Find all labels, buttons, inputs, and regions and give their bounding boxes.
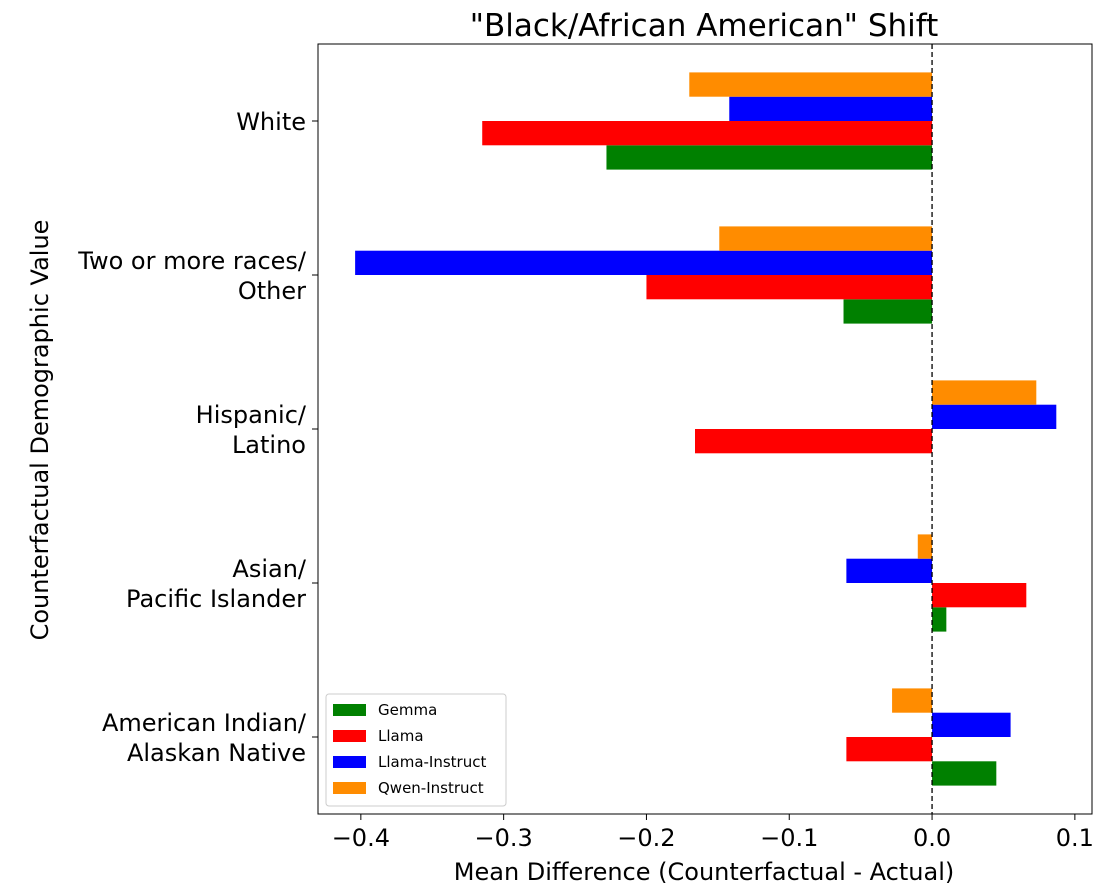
y-tick-label: Two or more races/ bbox=[77, 247, 307, 275]
bar-gemma-4 bbox=[932, 761, 997, 786]
y-tick-label: Alaskan Native bbox=[127, 739, 306, 767]
legend-label-qwen-instruct: Qwen-Instruct bbox=[378, 779, 484, 797]
legend-swatch-llama bbox=[333, 730, 366, 742]
bar-qwen-instruct-3 bbox=[917, 534, 933, 559]
y-tick-label: Hispanic/ bbox=[196, 401, 307, 429]
legend-label-llama: Llama bbox=[378, 727, 424, 745]
bar-llama-instruct-2 bbox=[932, 404, 1057, 429]
y-tick-label: White bbox=[236, 108, 306, 136]
legend-swatch-qwen-instruct bbox=[333, 782, 366, 794]
bar-llama-3 bbox=[932, 583, 1027, 608]
x-tick-label: −0.2 bbox=[617, 824, 675, 852]
x-tick-label: −0.3 bbox=[475, 824, 533, 852]
y-tick-label: Latino bbox=[232, 431, 306, 459]
bar-llama-instruct-1 bbox=[355, 250, 933, 275]
legend-swatch-llama-instruct bbox=[333, 756, 366, 768]
bar-gemma-1 bbox=[843, 299, 933, 324]
legend: Gemma Llama Llama-Instruct Qwen-Instruct bbox=[325, 693, 507, 807]
y-tick-label: American Indian/ bbox=[102, 709, 307, 737]
bar-llama-instruct-4 bbox=[932, 712, 1011, 737]
y-axis-label: Counterfactual Demographic Value bbox=[26, 220, 54, 641]
chart-title: "Black/African American" Shift bbox=[470, 8, 939, 44]
y-tick-label: Other bbox=[238, 277, 306, 305]
bar-llama-4 bbox=[846, 737, 933, 762]
bar-gemma-3 bbox=[932, 607, 947, 632]
bar-llama-1 bbox=[646, 275, 933, 300]
bar-qwen-instruct-0 bbox=[689, 72, 933, 97]
bar-qwen-instruct-2 bbox=[932, 380, 1037, 405]
bar-gemma-0 bbox=[606, 145, 933, 170]
bar-llama-0 bbox=[482, 121, 933, 146]
bar-llama-2 bbox=[695, 429, 933, 454]
bars-group bbox=[355, 72, 1057, 786]
x-tick-label: 0.1 bbox=[1056, 824, 1094, 852]
y-axis-ticks: White Two or more races/Other Hispanic/Lat… bbox=[77, 108, 318, 767]
legend-label-gemma: Gemma bbox=[378, 701, 437, 719]
bar-qwen-instruct-1 bbox=[719, 226, 933, 251]
x-axis-label: Mean Difference (Counterfactual - Actual… bbox=[454, 858, 954, 886]
x-tick-label: −0.1 bbox=[760, 824, 818, 852]
x-tick-label: 0.0 bbox=[913, 824, 951, 852]
bar-llama-instruct-0 bbox=[729, 96, 933, 121]
legend-label-llama-instruct: Llama-Instruct bbox=[378, 753, 486, 771]
y-tick-label: Asian/ bbox=[232, 555, 307, 583]
bar-llama-instruct-3 bbox=[846, 558, 933, 583]
legend-swatch-gemma bbox=[333, 704, 366, 716]
bar-qwen-instruct-4 bbox=[892, 688, 933, 713]
x-tick-label: −0.4 bbox=[332, 824, 390, 852]
legend-box bbox=[325, 693, 507, 807]
y-tick-label: Pacific Islander bbox=[126, 585, 306, 613]
x-axis-ticks: −0.4 −0.3 −0.2 −0.1 0.0 0.1 bbox=[332, 814, 1094, 852]
